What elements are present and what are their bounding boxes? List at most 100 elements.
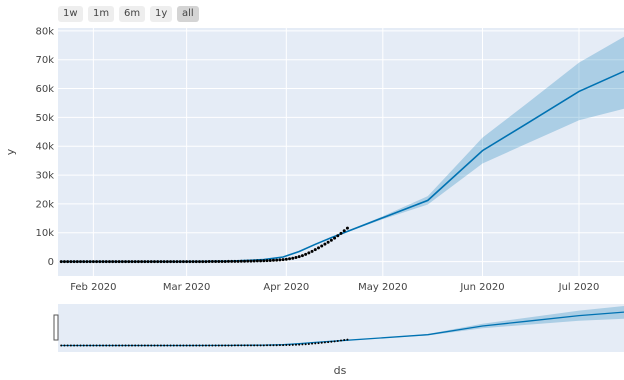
slider-actual-point xyxy=(337,340,339,342)
actual-point xyxy=(301,254,304,257)
actual-point xyxy=(143,260,146,263)
slider-actual-point xyxy=(334,340,336,342)
actual-point xyxy=(121,260,124,263)
slider-actual-point xyxy=(301,343,303,345)
actual-point xyxy=(124,260,127,263)
actual-point xyxy=(275,259,278,262)
slider-actual-point xyxy=(346,339,348,341)
actual-point xyxy=(114,260,117,263)
slider-actual-point xyxy=(186,344,188,346)
slider-actual-point xyxy=(144,344,146,346)
slider-actual-point xyxy=(272,344,274,346)
actual-point xyxy=(150,260,153,263)
actual-point xyxy=(330,239,333,242)
slider-actual-point xyxy=(195,344,197,346)
actual-point xyxy=(137,260,140,263)
actual-point xyxy=(169,260,172,263)
actual-point xyxy=(259,259,262,262)
y-tick-label: 40k xyxy=(35,142,54,153)
actual-point xyxy=(211,260,214,263)
slider-actual-point xyxy=(327,341,329,343)
slider-actual-point xyxy=(147,344,149,346)
x-tick-label: Jun 2020 xyxy=(459,282,504,293)
slider-actual-point xyxy=(108,344,110,346)
actual-point xyxy=(288,257,291,260)
slider-actual-point xyxy=(282,344,284,346)
x-axis-title: ds xyxy=(334,364,347,377)
slider-actual-point xyxy=(321,342,323,344)
slider-actual-point xyxy=(173,344,175,346)
actual-point xyxy=(208,260,211,263)
actual-point xyxy=(343,229,346,232)
slider-actual-point xyxy=(247,344,249,346)
slider-actual-point xyxy=(112,344,114,346)
actual-point xyxy=(323,243,326,246)
slider-actual-point xyxy=(292,344,294,346)
range-slider[interactable] xyxy=(54,304,624,352)
slider-actual-point xyxy=(260,344,262,346)
slider-actual-point xyxy=(160,344,162,346)
actual-point xyxy=(182,260,185,263)
y-tick-label: 80k xyxy=(35,26,54,37)
actual-point xyxy=(336,234,339,237)
slider-actual-point xyxy=(205,344,207,346)
slider-actual-point xyxy=(311,343,313,345)
actual-point xyxy=(63,260,66,263)
slider-actual-point xyxy=(218,344,220,346)
slider-actual-point xyxy=(308,343,310,345)
slider-actual-point xyxy=(170,344,172,346)
slider-actual-point xyxy=(115,344,117,346)
slider-actual-point xyxy=(199,344,201,346)
actual-point xyxy=(102,260,105,263)
slider-actual-point xyxy=(86,344,88,346)
x-axis-ticks: Feb 2020 Mar 2020 Apr 2020 May 2020 Jun 2020… xyxy=(70,282,599,293)
slider-actual-point xyxy=(102,344,104,346)
y-tick-label: 50k xyxy=(35,113,54,124)
slider-actual-point xyxy=(330,341,332,343)
slider-actual-point xyxy=(166,344,168,346)
slider-actual-point xyxy=(125,344,127,346)
slider-actual-point xyxy=(221,344,223,346)
slider-actual-point xyxy=(89,344,91,346)
actual-point xyxy=(340,232,343,235)
slider-actual-point xyxy=(153,344,155,346)
slider-actual-point xyxy=(131,344,133,346)
actual-point xyxy=(66,260,69,263)
slider-actual-point xyxy=(96,344,98,346)
actual-point xyxy=(294,256,297,259)
slider-actual-point xyxy=(80,344,82,346)
actual-point xyxy=(246,260,249,263)
x-tick-label: Feb 2020 xyxy=(70,282,116,293)
slider-actual-point xyxy=(83,344,85,346)
slider-actual-point xyxy=(305,343,307,345)
slider-background xyxy=(58,304,624,352)
slider-actual-point xyxy=(340,340,342,342)
slider-actual-point xyxy=(163,344,165,346)
actual-point xyxy=(204,260,207,263)
y-tick-label: 30k xyxy=(35,171,54,182)
slider-actual-point xyxy=(67,344,69,346)
actual-point xyxy=(311,250,314,253)
x-tick-label: Jul 2020 xyxy=(558,282,600,293)
x-tick-label: Apr 2020 xyxy=(263,282,309,293)
slider-actual-point xyxy=(202,344,204,346)
slider-actual-point xyxy=(215,344,217,346)
actual-point xyxy=(82,260,85,263)
actual-point xyxy=(198,260,201,263)
actual-point xyxy=(159,260,162,263)
y-axis-title: y xyxy=(4,148,17,155)
main-plot xyxy=(58,28,624,276)
slider-actual-point xyxy=(141,344,143,346)
slider-left-handle[interactable] xyxy=(54,315,58,340)
slider-actual-point xyxy=(279,344,281,346)
slider-actual-point xyxy=(263,344,265,346)
slider-actual-point xyxy=(118,344,120,346)
actual-point xyxy=(147,260,150,263)
slider-actual-point xyxy=(92,344,94,346)
actual-point xyxy=(134,260,137,263)
y-tick-label: 60k xyxy=(35,84,54,95)
slider-actual-point xyxy=(134,344,136,346)
actual-point xyxy=(249,260,252,263)
actual-point xyxy=(327,241,330,244)
slider-actual-point xyxy=(60,344,62,346)
